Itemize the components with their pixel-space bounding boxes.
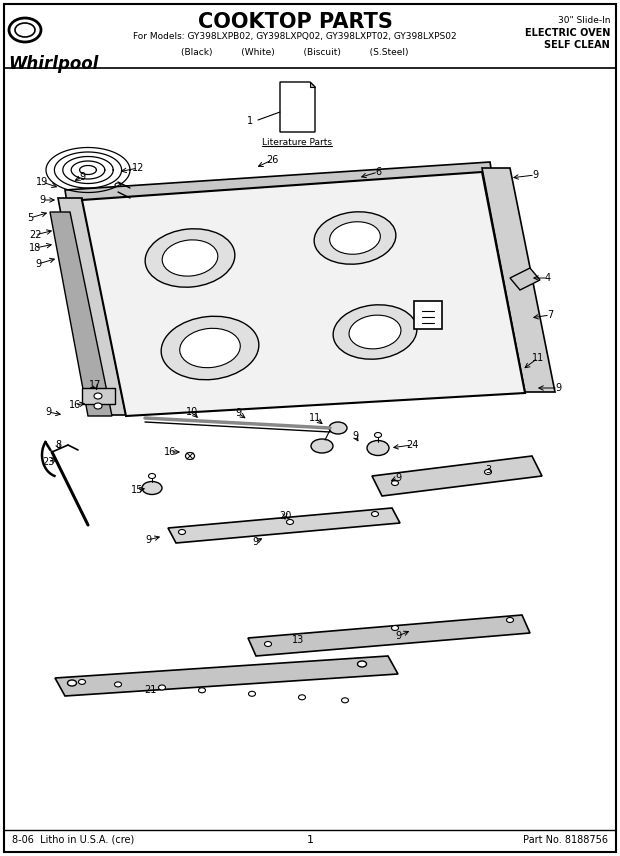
Ellipse shape bbox=[161, 316, 259, 380]
Ellipse shape bbox=[79, 680, 86, 685]
Text: 9: 9 bbox=[235, 408, 241, 418]
Ellipse shape bbox=[198, 687, 205, 693]
Ellipse shape bbox=[342, 698, 348, 703]
Text: 19: 19 bbox=[36, 177, 48, 187]
Text: 1: 1 bbox=[306, 835, 314, 845]
Text: 13: 13 bbox=[292, 635, 304, 645]
Text: 22: 22 bbox=[29, 230, 42, 240]
Text: 23: 23 bbox=[42, 457, 54, 467]
Ellipse shape bbox=[367, 441, 389, 455]
Text: Literature Parts: Literature Parts bbox=[262, 138, 332, 147]
Text: 18: 18 bbox=[29, 243, 41, 253]
Ellipse shape bbox=[149, 473, 156, 479]
Text: Part No. 8188756: Part No. 8188756 bbox=[523, 835, 608, 845]
Text: 9: 9 bbox=[555, 383, 561, 393]
Polygon shape bbox=[82, 172, 525, 416]
Text: 26: 26 bbox=[266, 155, 278, 165]
Ellipse shape bbox=[286, 520, 293, 525]
Polygon shape bbox=[58, 198, 126, 415]
Text: COOKTOP PARTS: COOKTOP PARTS bbox=[198, 12, 392, 32]
Ellipse shape bbox=[265, 641, 272, 646]
Ellipse shape bbox=[115, 183, 121, 187]
Text: 10: 10 bbox=[186, 407, 198, 417]
Text: 11: 11 bbox=[309, 413, 321, 423]
Text: 9: 9 bbox=[45, 407, 51, 417]
Text: 9: 9 bbox=[145, 535, 151, 545]
Ellipse shape bbox=[180, 329, 241, 368]
Text: 8-06  Litho in U.S.A. (cre): 8-06 Litho in U.S.A. (cre) bbox=[12, 835, 135, 845]
Text: 9: 9 bbox=[395, 473, 401, 483]
Text: 7: 7 bbox=[547, 310, 553, 320]
Text: 12: 12 bbox=[132, 163, 144, 173]
Text: 11: 11 bbox=[532, 353, 544, 363]
Text: 4: 4 bbox=[545, 273, 551, 283]
Ellipse shape bbox=[374, 432, 381, 437]
Text: 9: 9 bbox=[39, 195, 45, 205]
Text: 8: 8 bbox=[55, 440, 61, 450]
Text: 5: 5 bbox=[27, 213, 33, 223]
Ellipse shape bbox=[330, 222, 380, 254]
Ellipse shape bbox=[185, 453, 195, 460]
Ellipse shape bbox=[391, 626, 399, 631]
Ellipse shape bbox=[298, 695, 306, 700]
Text: 24: 24 bbox=[406, 440, 418, 450]
Ellipse shape bbox=[68, 680, 76, 686]
Text: 9: 9 bbox=[352, 431, 358, 441]
Ellipse shape bbox=[115, 682, 122, 687]
Polygon shape bbox=[280, 82, 315, 132]
Ellipse shape bbox=[94, 403, 102, 409]
Ellipse shape bbox=[314, 211, 396, 265]
Text: 21: 21 bbox=[144, 685, 156, 695]
Polygon shape bbox=[510, 268, 540, 290]
Ellipse shape bbox=[484, 469, 492, 474]
Ellipse shape bbox=[115, 203, 121, 207]
Ellipse shape bbox=[162, 240, 218, 276]
Polygon shape bbox=[482, 168, 555, 392]
Ellipse shape bbox=[145, 229, 235, 288]
Ellipse shape bbox=[249, 692, 255, 696]
Text: 3: 3 bbox=[485, 465, 491, 475]
Polygon shape bbox=[372, 456, 542, 496]
Polygon shape bbox=[310, 82, 315, 87]
Ellipse shape bbox=[349, 315, 401, 349]
Ellipse shape bbox=[507, 617, 513, 622]
Ellipse shape bbox=[358, 661, 366, 667]
Text: 30" Slide-In: 30" Slide-In bbox=[557, 16, 610, 25]
Ellipse shape bbox=[371, 512, 378, 516]
Text: Whirlpool: Whirlpool bbox=[8, 55, 99, 73]
Text: 9: 9 bbox=[252, 537, 258, 547]
Ellipse shape bbox=[333, 305, 417, 360]
Polygon shape bbox=[82, 388, 115, 404]
Text: 16: 16 bbox=[164, 447, 176, 457]
Text: For Models: GY398LXPB02, GY398LXPQ02, GY398LXPT02, GY398LXPS02: For Models: GY398LXPB02, GY398LXPQ02, GY… bbox=[133, 32, 457, 41]
Ellipse shape bbox=[142, 482, 162, 495]
Text: ELECTRIC OVEN: ELECTRIC OVEN bbox=[525, 28, 610, 38]
Ellipse shape bbox=[179, 530, 185, 534]
Text: 9: 9 bbox=[395, 631, 401, 641]
Text: 9: 9 bbox=[35, 259, 41, 269]
Text: (Black)          (White)          (Biscuit)          (S.Steel): (Black) (White) (Biscuit) (S.Steel) bbox=[181, 48, 409, 57]
Polygon shape bbox=[50, 212, 112, 416]
Text: SELF CLEAN: SELF CLEAN bbox=[544, 40, 610, 50]
Text: 17: 17 bbox=[89, 380, 101, 390]
Ellipse shape bbox=[115, 193, 121, 197]
Polygon shape bbox=[65, 162, 492, 203]
Text: 15: 15 bbox=[131, 485, 143, 495]
Text: 6: 6 bbox=[375, 167, 381, 177]
FancyBboxPatch shape bbox=[414, 301, 442, 329]
Polygon shape bbox=[248, 615, 530, 656]
Text: 9: 9 bbox=[79, 172, 85, 182]
Ellipse shape bbox=[94, 393, 102, 399]
Ellipse shape bbox=[329, 422, 347, 434]
Polygon shape bbox=[55, 656, 398, 696]
Text: 16: 16 bbox=[69, 400, 81, 410]
Text: 20: 20 bbox=[279, 511, 291, 521]
Text: 1: 1 bbox=[247, 116, 253, 126]
Polygon shape bbox=[168, 508, 400, 543]
Ellipse shape bbox=[311, 439, 333, 453]
Text: 9: 9 bbox=[532, 170, 538, 180]
Ellipse shape bbox=[159, 685, 166, 690]
Ellipse shape bbox=[391, 480, 399, 485]
